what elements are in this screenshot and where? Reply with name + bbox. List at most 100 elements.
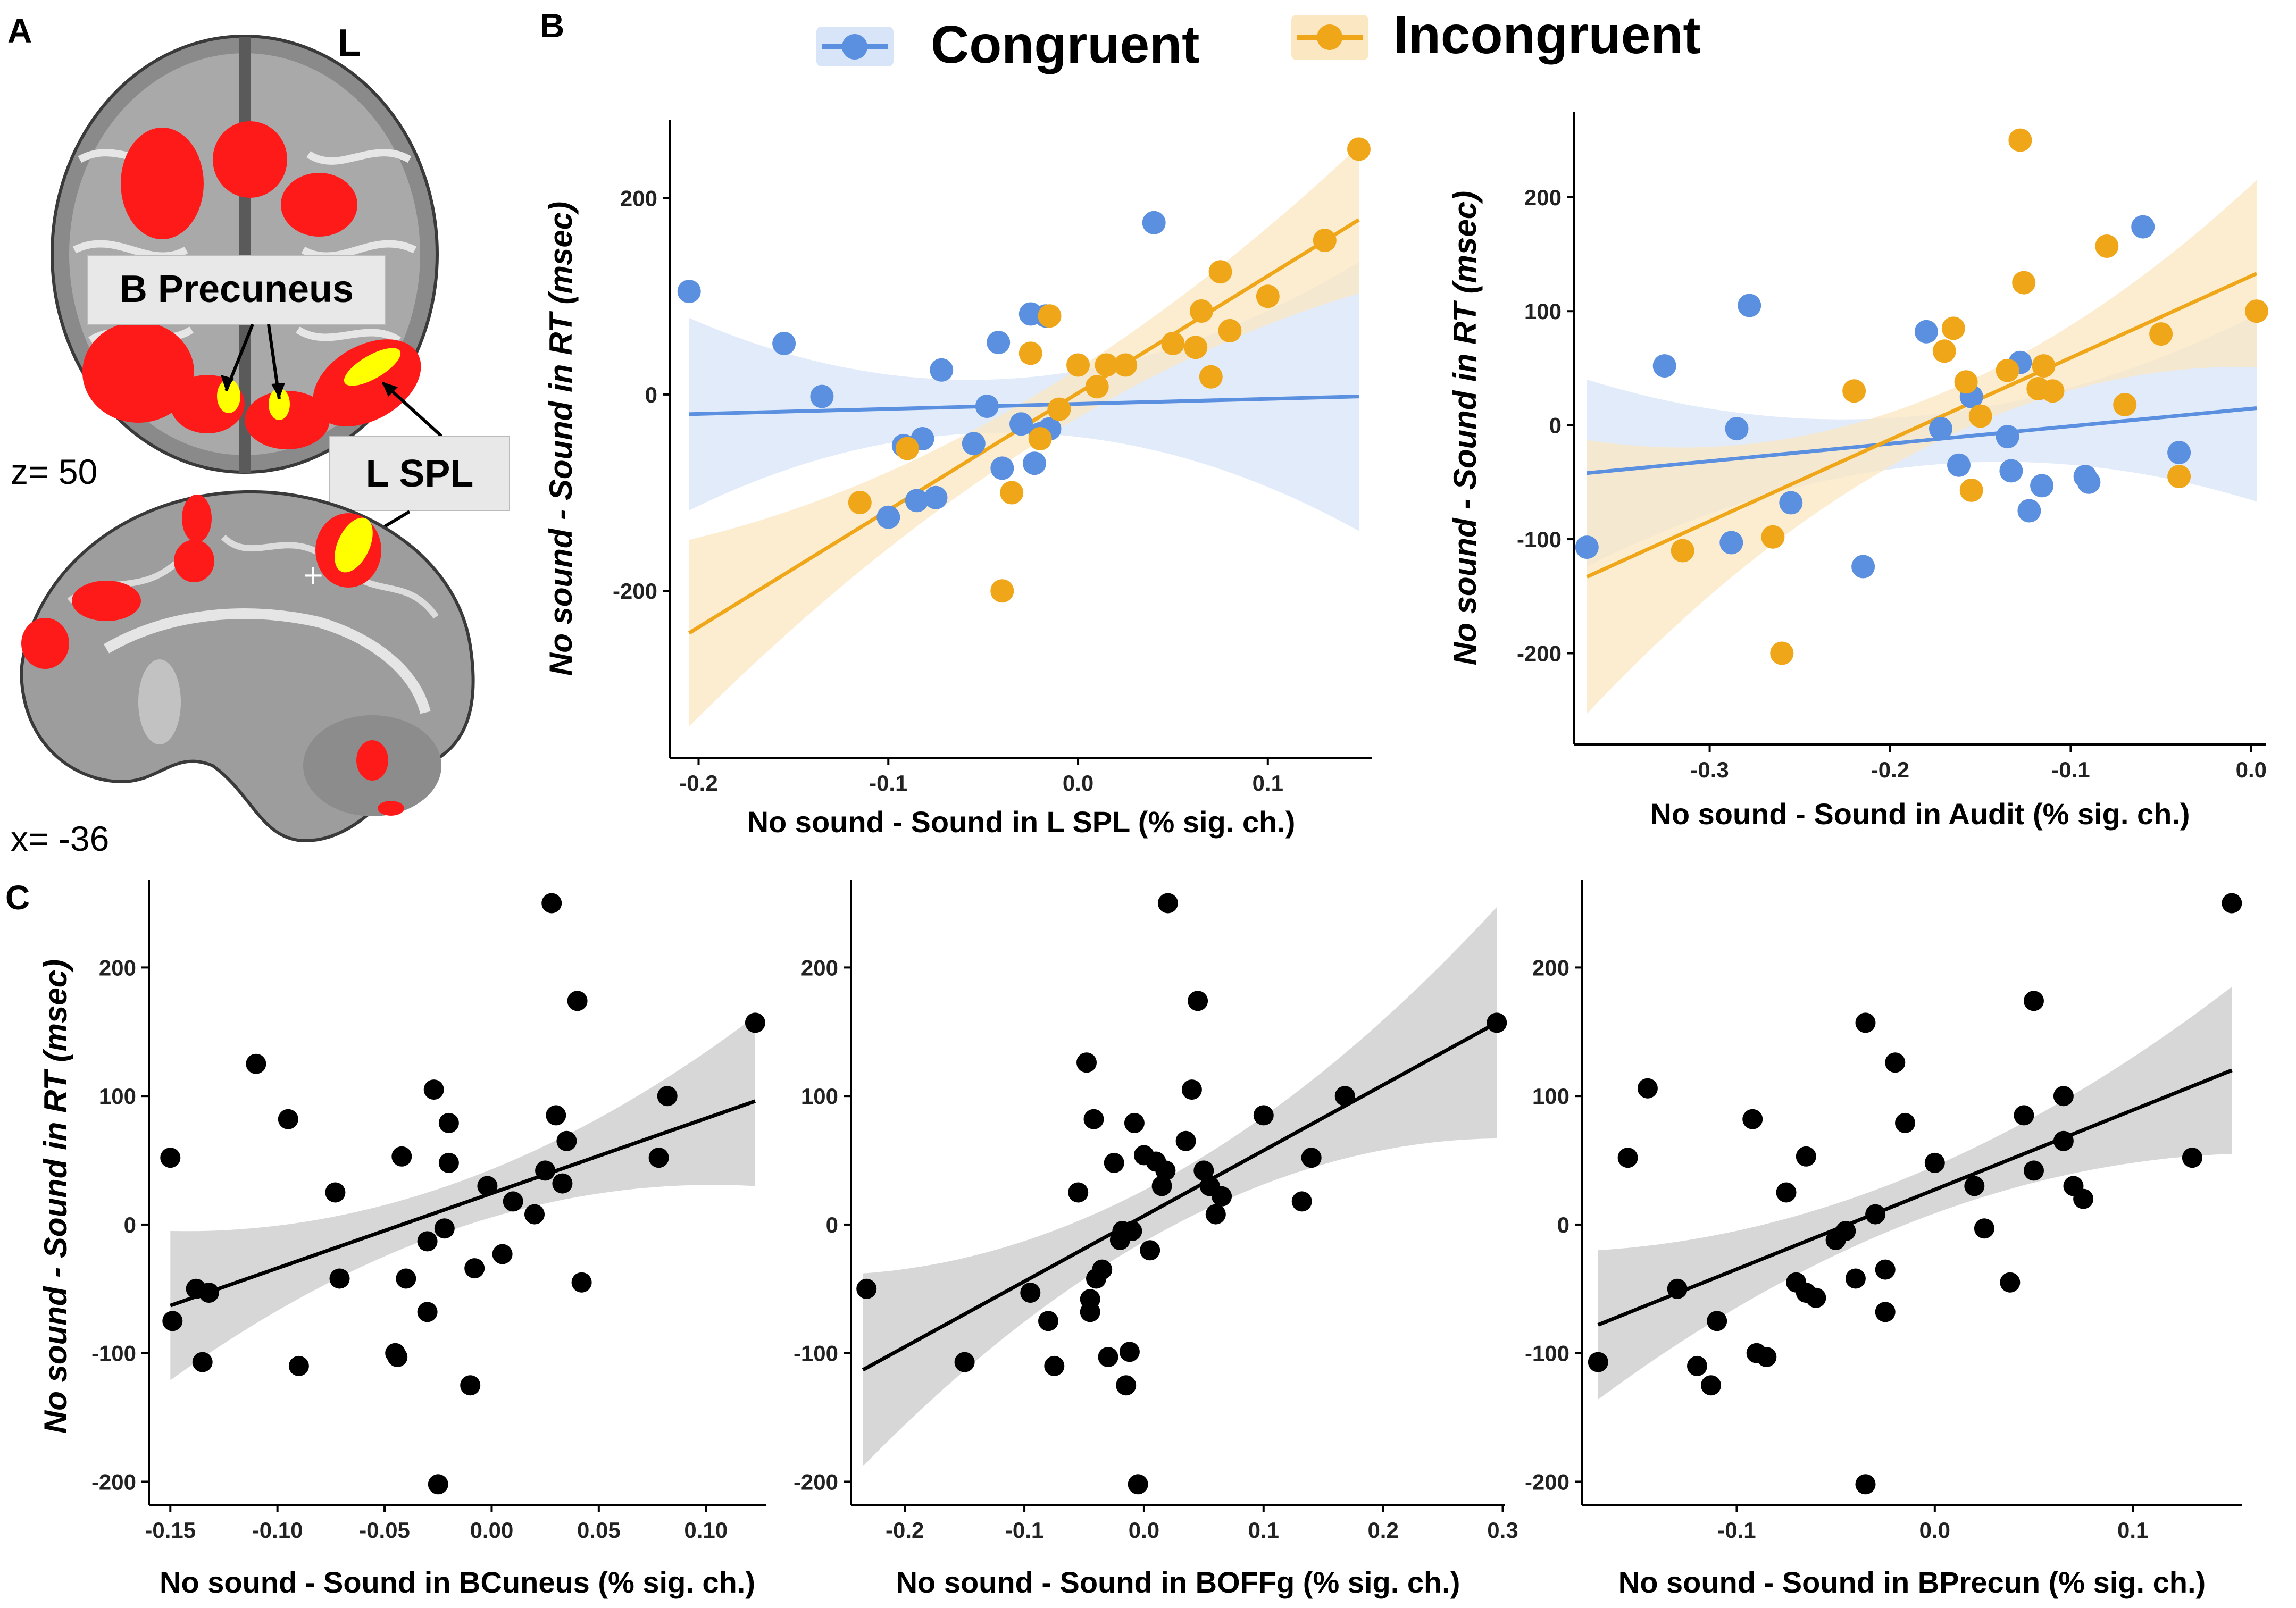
y-tick-label: -100 <box>1517 527 1562 552</box>
panel-a: A L B Precuneus <box>7 12 510 858</box>
x-tick-label: 0.0 <box>1063 770 1093 795</box>
regression-line <box>689 395 1359 416</box>
x-tick-label: 0.0 <box>2236 757 2267 782</box>
data-point <box>1707 1311 1727 1331</box>
data-point <box>1189 299 1213 323</box>
data-point <box>954 1352 975 1372</box>
data-point <box>1770 641 1794 665</box>
data-point <box>648 1148 669 1168</box>
x-axis-title: No sound - Sound in BOFFg (% sig. ch.) <box>896 1565 1460 1599</box>
data-point <box>2245 299 2268 323</box>
data-point <box>1779 491 1803 515</box>
callout-precuneus: B Precuneus <box>87 255 386 399</box>
data-point <box>987 331 1011 355</box>
data-point <box>657 1086 678 1107</box>
data-point <box>1575 535 1599 559</box>
data-point <box>1068 1182 1089 1203</box>
data-point <box>1941 316 1965 340</box>
regression-line <box>1597 1068 2233 1327</box>
y-tick-label: -200 <box>1517 641 1562 666</box>
data-point <box>810 384 834 408</box>
orientation-label: L <box>338 22 361 64</box>
data-point <box>1020 1283 1041 1303</box>
data-point <box>1875 1302 1896 1322</box>
x-tick-label: -0.2 <box>1871 757 1909 782</box>
data-point <box>1652 354 1676 378</box>
data-point <box>1855 1474 1876 1495</box>
data-point <box>1023 451 1046 475</box>
data-point <box>552 1173 573 1194</box>
data-point <box>541 893 562 914</box>
data-point <box>1924 1152 1945 1173</box>
x-tick-label: 0.05 <box>577 1518 621 1543</box>
data-point <box>2024 1160 2044 1181</box>
data-point <box>464 1258 485 1279</box>
data-point <box>1140 1240 1160 1261</box>
y-tick-label: 100 <box>99 1084 136 1109</box>
slice-label-axial: z= 50 <box>11 452 97 491</box>
y-tick-label: -200 <box>1525 1469 1569 1494</box>
legend-item-incongruent: Incongruent <box>1291 5 1701 65</box>
y-tick-label: -100 <box>794 1341 838 1366</box>
label-precuneus: B Precuneus <box>120 268 354 311</box>
data-point <box>2017 499 2041 523</box>
data-point <box>1842 379 1866 403</box>
data-point <box>990 579 1014 603</box>
data-point <box>1947 453 1971 477</box>
x-tick-label: -0.1 <box>1717 1518 1756 1543</box>
data-point <box>962 432 986 456</box>
data-point <box>1313 229 1337 253</box>
activation-clusters-axial <box>82 121 421 449</box>
x-tick-label: 0.0 <box>1919 1518 1950 1543</box>
y-tick-label: 200 <box>801 955 838 980</box>
data-point <box>1253 1105 1274 1126</box>
data-point <box>1000 481 1024 505</box>
data-point <box>1193 1160 1214 1181</box>
data-point <box>856 1278 877 1299</box>
x-tick-label: 0.00 <box>470 1518 514 1543</box>
data-point <box>1835 1221 1856 1241</box>
x-tick-label: 0.3 <box>1487 1518 1518 1543</box>
data-point <box>2012 271 2036 295</box>
data-point <box>2041 379 2065 403</box>
chart-b1: No sound - Sound in RT (msec) No sound -… <box>543 120 1372 839</box>
y-tick-label: 0 <box>645 382 657 407</box>
data-point <box>1161 331 1185 355</box>
chart-c1: No sound - Sound in RT (msec) No sound -… <box>38 880 766 1599</box>
y-tick-label: -200 <box>91 1469 136 1494</box>
data-point <box>1128 1474 1148 1495</box>
regression-line <box>1586 272 2258 579</box>
data-point <box>1932 339 1956 363</box>
data-point <box>924 485 948 509</box>
data-point <box>1095 353 1118 377</box>
data-point <box>2131 215 2155 239</box>
crosshair-icon: + <box>302 559 324 590</box>
data-point <box>1218 319 1242 342</box>
x-axis-title: No sound - Sound in BCuneus (% sig. ch.) <box>160 1565 755 1599</box>
data-point <box>1725 417 1749 441</box>
data-point <box>417 1302 438 1322</box>
data-point <box>556 1130 577 1151</box>
chart-c2: No sound - Sound in BOFFg (% sig. ch.) -… <box>794 880 1518 1599</box>
data-point <box>2073 1188 2094 1209</box>
x-axis-title: No sound - Sound in BPrecun (% sig. ch.) <box>1618 1565 2206 1599</box>
data-point <box>198 1283 219 1303</box>
data-point <box>1968 404 1992 428</box>
y-axis-title: No sound - Sound in RT (msec) <box>38 959 73 1434</box>
data-point <box>2000 1272 2021 1293</box>
data-point <box>160 1148 181 1168</box>
label-spl: L SPL <box>366 453 474 495</box>
data-point <box>1617 1148 1638 1168</box>
data-point <box>2222 893 2242 914</box>
data-point <box>1974 1218 1994 1239</box>
data-point <box>1756 1347 1777 1367</box>
data-point <box>2149 322 2173 346</box>
y-tick-label: -100 <box>91 1341 136 1366</box>
data-point <box>772 331 796 355</box>
data-point <box>975 395 999 418</box>
x-tick-label: -0.1 <box>1005 1518 1043 1543</box>
legend-item-congruent: Congruent <box>816 15 1199 74</box>
data-point <box>438 1152 459 1173</box>
data-point <box>1851 555 1875 579</box>
